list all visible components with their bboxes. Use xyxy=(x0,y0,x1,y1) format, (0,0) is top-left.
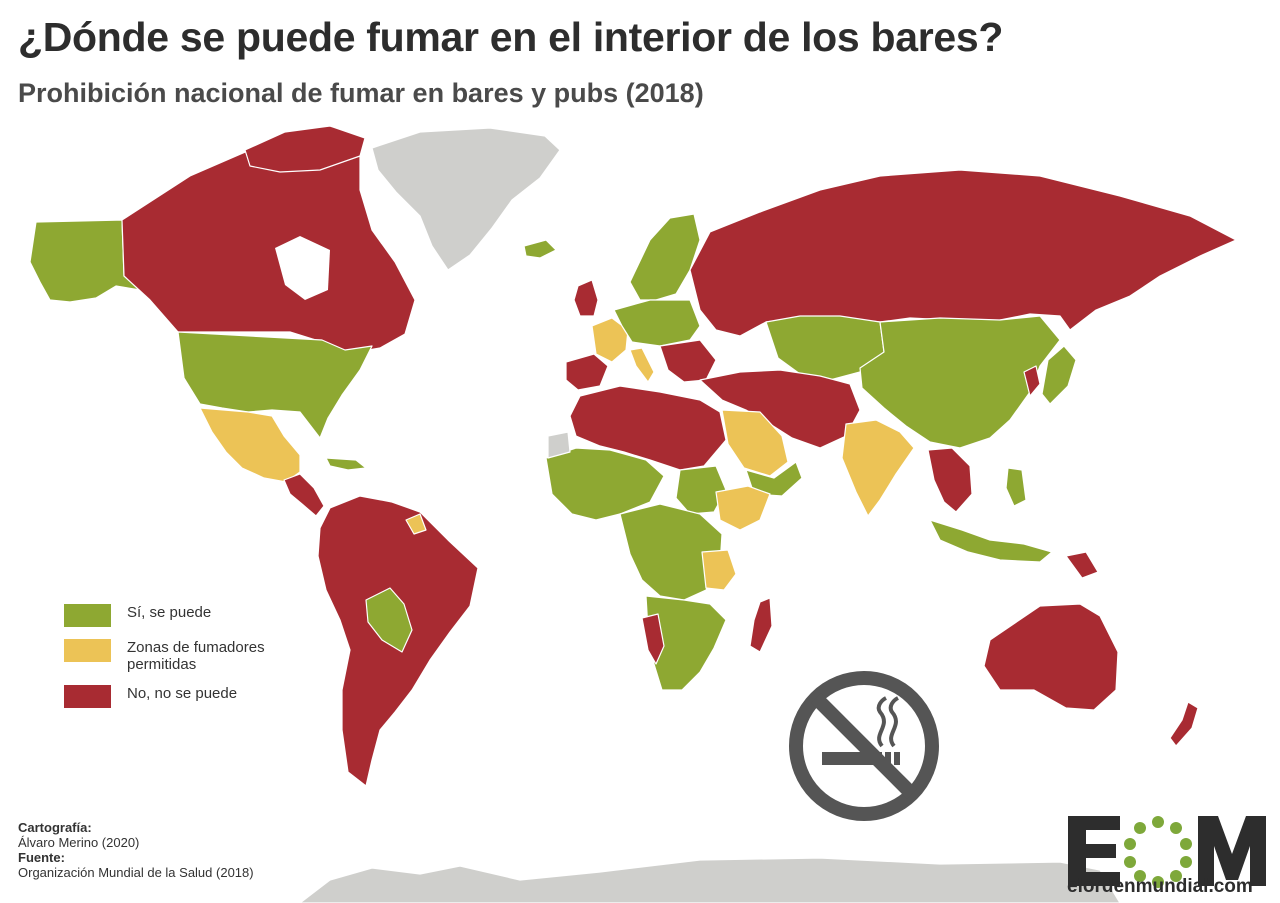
page-title: ¿Dónde se puede fumar en el interior de … xyxy=(18,14,1004,60)
region-caribbean xyxy=(325,457,367,471)
region-arctic-islands xyxy=(244,125,366,173)
source-value: Organización Mundial de la Salud (2018) xyxy=(18,865,254,880)
region-balkans xyxy=(659,339,717,383)
legend-swatch-no xyxy=(64,685,111,708)
region-png xyxy=(1065,551,1099,579)
region-saudi-arabia xyxy=(721,409,789,477)
page-subtitle: Prohibición nacional de fumar en bares y… xyxy=(18,78,704,108)
region-east-africa xyxy=(675,465,727,515)
legend-label-zones: Zonas de fumadores permitidas xyxy=(127,639,265,673)
credits: Cartografía: Álvaro Merino (2020) Fuente… xyxy=(18,820,254,880)
region-iberia xyxy=(565,353,609,391)
cartography-label: Cartografía: xyxy=(18,820,92,835)
region-indonesia xyxy=(929,519,1053,563)
region-uk xyxy=(573,279,599,317)
region-western-sahara xyxy=(547,431,571,459)
legend-item-yes: Sí, se puede xyxy=(64,604,317,627)
cartography-value: Álvaro Merino (2020) xyxy=(18,835,140,850)
region-italy xyxy=(629,347,655,383)
source-label: Fuente: xyxy=(18,850,65,865)
region-horn-of-africa xyxy=(715,485,771,531)
region-china xyxy=(859,315,1061,449)
region-bolivia-paraguay xyxy=(365,587,413,653)
eom-logo xyxy=(1068,816,1266,888)
no-smoking-icon xyxy=(789,671,939,821)
region-greenland xyxy=(371,127,561,271)
legend: Sí, se puede Zonas de fumadores permitid… xyxy=(64,604,317,720)
region-usa xyxy=(177,331,373,439)
region-west-africa xyxy=(545,447,665,521)
region-guianas xyxy=(405,513,427,535)
region-central-america xyxy=(283,473,325,517)
legend-label-yes: Sí, se puede xyxy=(127,604,212,621)
region-russia xyxy=(689,169,1237,337)
hudson-bay xyxy=(275,236,330,300)
region-north-africa xyxy=(569,385,727,471)
region-central-europe xyxy=(613,299,701,347)
region-india xyxy=(841,419,915,517)
region-new-zealand xyxy=(1169,701,1199,747)
region-scandinavia xyxy=(629,213,701,301)
region-iceland xyxy=(523,239,557,259)
region-korea xyxy=(1023,365,1041,397)
region-madagascar xyxy=(749,597,773,653)
region-france xyxy=(591,317,629,363)
region-mexico xyxy=(199,407,301,483)
region-philippines xyxy=(1005,467,1027,507)
region-tanzania xyxy=(701,549,737,591)
logo-url: elordenmundial.com xyxy=(1067,876,1253,897)
region-central-africa xyxy=(619,503,723,601)
legend-swatch-zones xyxy=(64,639,111,662)
legend-label-no: No, no se puede xyxy=(127,685,238,702)
region-se-asia xyxy=(927,447,973,513)
region-namibia xyxy=(641,613,665,665)
region-canada xyxy=(121,139,416,356)
region-antarctica xyxy=(299,857,1121,903)
legend-swatch-yes xyxy=(64,604,111,627)
region-australia xyxy=(983,603,1119,711)
legend-item-no: No, no se puede xyxy=(64,685,317,708)
legend-item-zones: Zonas de fumadores permitidas xyxy=(64,639,317,673)
region-japan xyxy=(1041,345,1077,405)
